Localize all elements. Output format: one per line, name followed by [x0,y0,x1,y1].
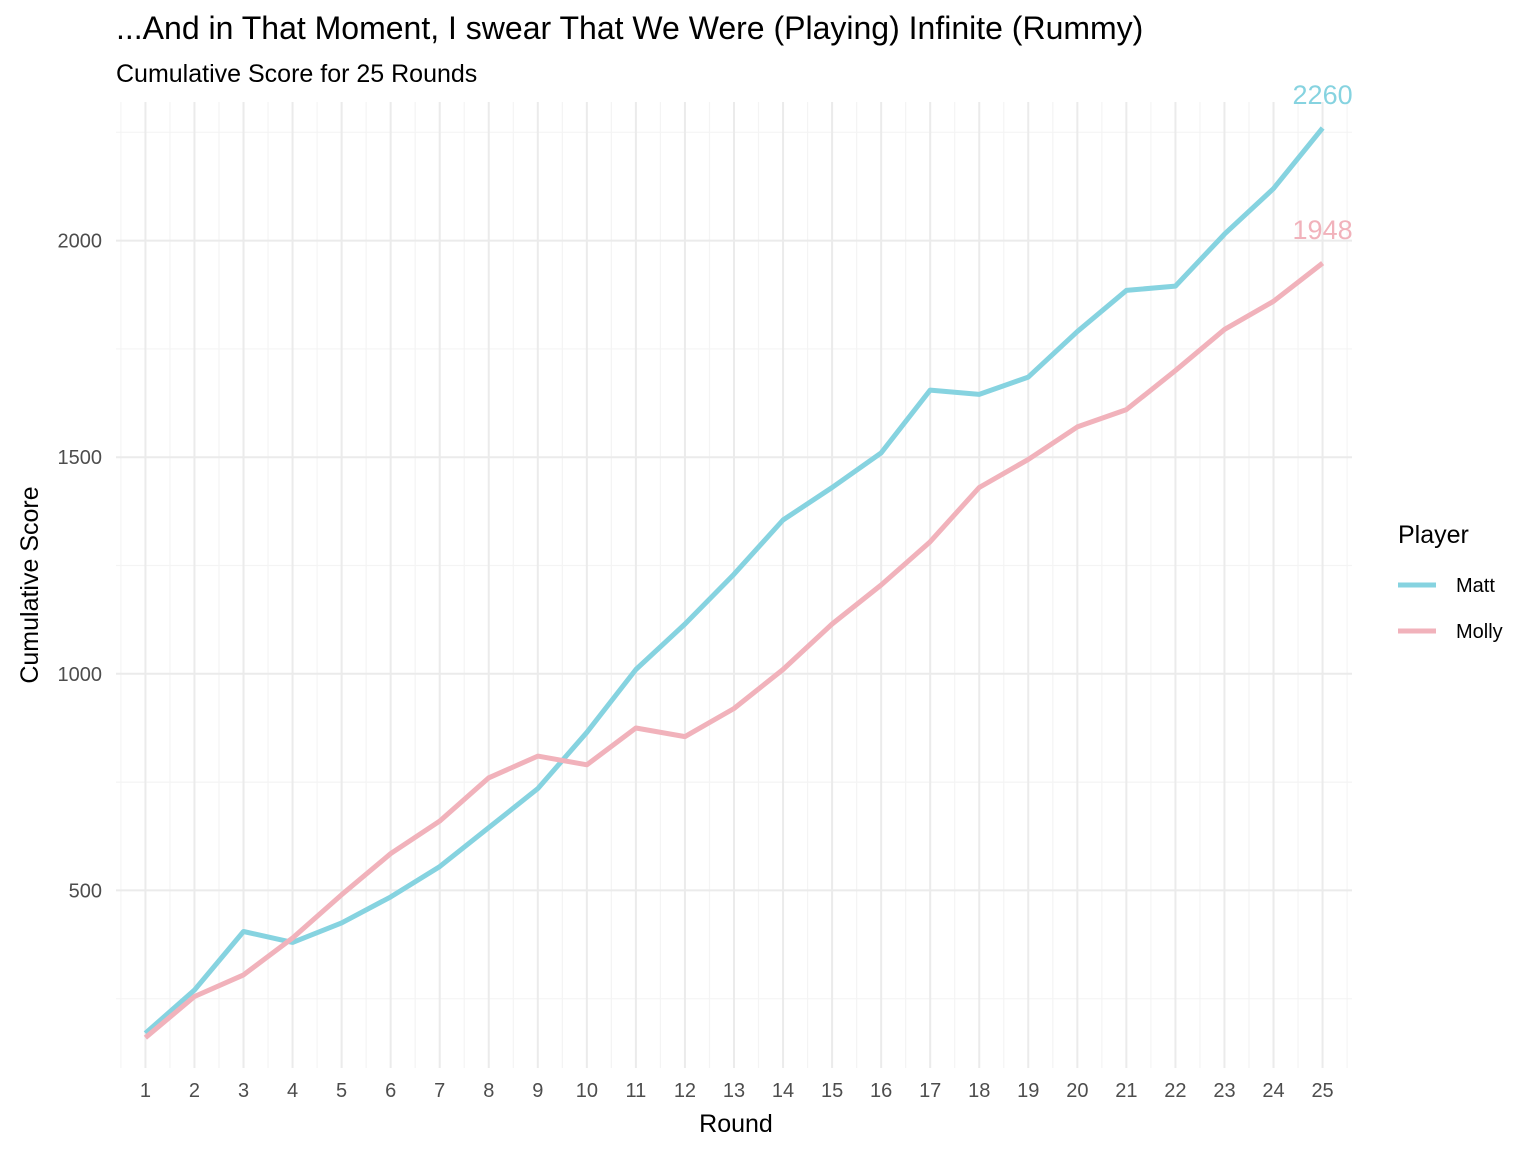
y-tick-label: 1500 [58,447,103,469]
x-tick-label: 5 [336,1080,347,1102]
x-tick-label: 19 [1017,1080,1039,1102]
end-label-matt: 2260 [1293,80,1353,110]
x-tick-label: 25 [1311,1080,1333,1102]
y-tick-label: 500 [69,880,102,902]
x-tick-label: 3 [238,1080,249,1102]
series-lines [143,126,1325,1040]
end-labels: 2260 1948 [1293,80,1353,245]
y-tick-label: 2000 [58,231,103,253]
x-tick-label: 6 [385,1080,396,1102]
y-axis-title: Cumulative Score [16,486,44,683]
legend-title: Player [1398,521,1469,549]
x-tick-label: 2 [189,1080,200,1102]
legend-label-matt: Matt [1456,575,1495,597]
x-tick-label: 12 [674,1080,696,1102]
series-line-matt [143,126,1325,1036]
x-tick-label: 1 [140,1080,151,1102]
end-label-molly: 1948 [1293,215,1353,245]
series-line-molly [143,261,1325,1040]
x-tick-label: 14 [772,1080,794,1102]
y-tick-label: 1000 [58,664,103,686]
x-tick-label: 15 [821,1080,843,1102]
x-tick-label: 16 [870,1080,892,1102]
x-tick-label: 21 [1115,1080,1137,1102]
x-tick-label: 20 [1066,1080,1088,1102]
y-axis-ticks: 500 1000 1500 2000 [58,231,103,903]
legend: Player Matt Molly [1398,521,1503,643]
x-axis-ticks: 1 2 3 4 5 6 7 8 9 10 11 12 13 14 15 16 17 18 19 20 21 22 23 24 2… [140,1080,1334,1102]
chart-subtitle: Cumulative Score for 25 Rounds [116,60,478,88]
x-tick-label: 18 [968,1080,990,1102]
x-tick-label: 13 [723,1080,745,1102]
x-tick-label: 17 [919,1080,941,1102]
x-axis-title: Round [699,1110,773,1138]
x-tick-label: 11 [626,1080,647,1102]
minor-grid [116,102,1352,1068]
x-tick-label: 24 [1262,1080,1284,1102]
x-tick-label: 10 [576,1080,598,1102]
x-tick-label: 23 [1213,1080,1235,1102]
x-tick-label: 8 [483,1080,494,1102]
x-tick-label: 22 [1164,1080,1186,1102]
x-tick-label: 9 [532,1080,543,1102]
legend-label-molly: Molly [1456,621,1503,643]
x-tick-label: 7 [434,1080,445,1102]
x-tick-label: 4 [287,1080,298,1102]
chart-title: ...And in That Moment, I swear That We W… [116,10,1144,46]
major-grid [116,102,1352,1068]
